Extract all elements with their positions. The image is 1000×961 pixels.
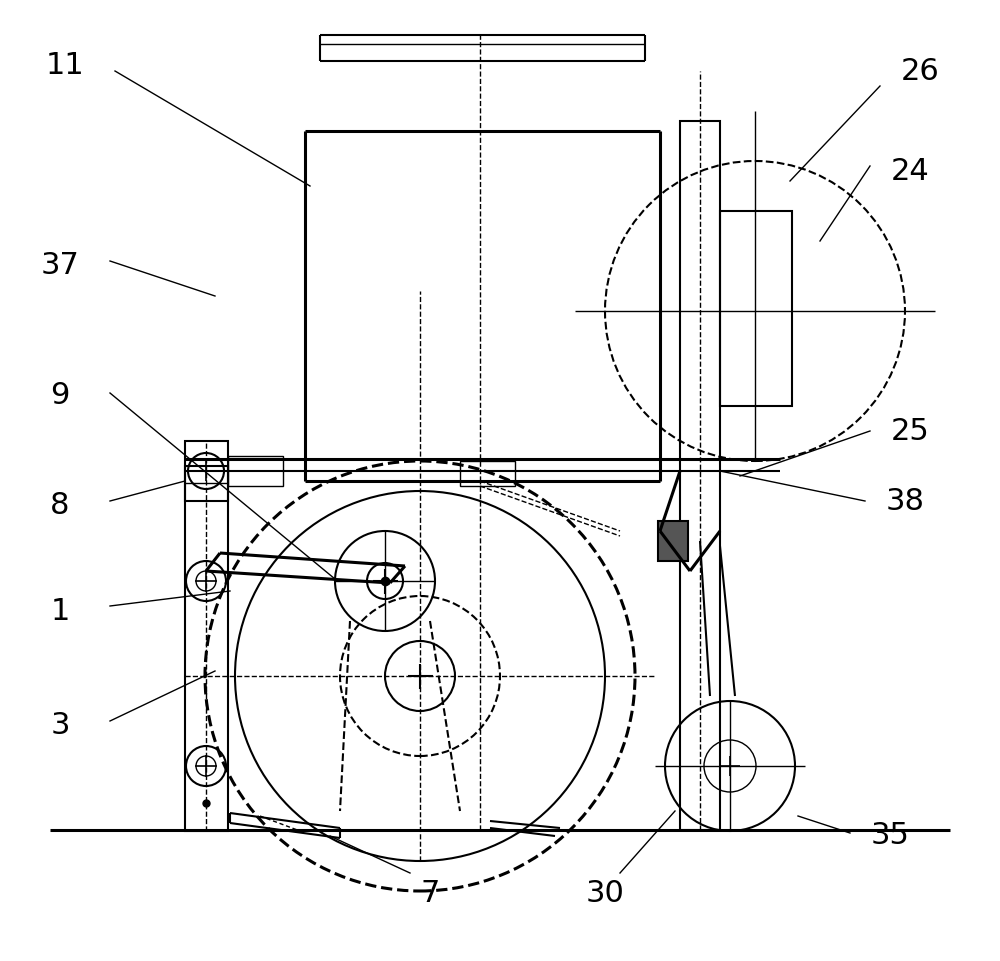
Bar [680, 121, 720, 830]
Text: 3: 3 [50, 711, 70, 741]
Text: 7: 7 [420, 878, 440, 907]
Text: 38: 38 [886, 486, 924, 515]
Bar [720, 211, 792, 406]
Text: 1: 1 [50, 597, 70, 626]
Text: 9: 9 [50, 382, 70, 410]
Text: 8: 8 [50, 491, 70, 521]
Text: 24: 24 [891, 157, 929, 185]
Text: 26: 26 [901, 57, 939, 86]
Text: 37: 37 [41, 252, 79, 281]
Text: 11: 11 [46, 52, 84, 81]
Bar [185, 441, 228, 831]
Text: 25: 25 [891, 416, 929, 446]
Bar [658, 521, 688, 561]
Bar [185, 466, 228, 501]
Bar [228, 456, 283, 486]
Text: 35: 35 [871, 822, 909, 850]
Text: 30: 30 [586, 878, 624, 907]
Bar [460, 461, 515, 486]
